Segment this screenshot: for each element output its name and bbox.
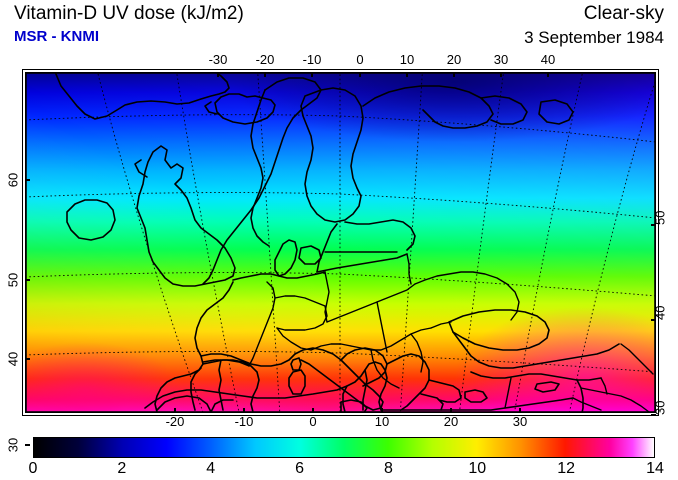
axis-label-top: -30: [208, 52, 228, 67]
colorbar-tick-label: 14: [646, 460, 664, 477]
uv-dose-field: [25, 72, 656, 413]
map-outer-border: [22, 69, 659, 416]
map-country-borders: [202, 251, 654, 413]
axis-tick-right: [651, 414, 656, 416]
axis-label-right: 40: [652, 305, 668, 320]
axis-label-top: 20: [446, 52, 462, 67]
axis-tick-bottom: [174, 408, 176, 413]
axis-tick-bottom: [450, 408, 452, 413]
axis-label-bottom: 0: [309, 414, 317, 429]
axis-label-bottom: -20: [165, 414, 185, 429]
axis-tick-top: [217, 72, 219, 77]
axis-tick-top: [547, 72, 549, 77]
figure-title: Vitamin-D UV dose (kJ/m2): [14, 3, 244, 24]
map-coastlines: [54, 72, 620, 413]
colorbar-tick-label: 4: [206, 460, 216, 477]
colorbar-tick-label: 12: [557, 460, 576, 477]
colorbar-tick-label: 0: [28, 460, 38, 477]
axis-label-bottom: 30: [512, 414, 528, 429]
figure-date-label: 3 September 1984: [524, 28, 664, 47]
axis-label-top: 0: [356, 52, 364, 67]
map-frame: [25, 72, 656, 413]
axis-tick-top: [359, 72, 361, 77]
axis-label-bottom: 20: [443, 414, 459, 429]
axis-tick-bottom: [312, 408, 314, 413]
axis-tick-left: [25, 279, 30, 281]
axis-label-right: 50: [652, 210, 668, 225]
map-graticule: [25, 72, 656, 413]
axis-tick-top: [453, 72, 455, 77]
axis-tick-top: [264, 72, 266, 77]
axis-label-right: 30: [652, 400, 668, 415]
colorbar-gradient: [34, 438, 654, 457]
axis-tick-right: [651, 224, 656, 226]
axis-label-top: 10: [399, 52, 415, 67]
axis-tick-left: [25, 179, 30, 181]
map-panel: [25, 72, 656, 413]
figure-source-label: MSR - KNMI: [14, 28, 99, 45]
axis-tick-left: [25, 358, 30, 360]
axis-label-bottom: -10: [234, 414, 254, 429]
map-canvas: [25, 72, 656, 413]
axis-tick-top: [406, 72, 408, 77]
colorbar-tick-label: 6: [295, 460, 305, 477]
colorbar-tick-label: 8: [383, 460, 393, 477]
axis-label-top: 30: [493, 52, 509, 67]
axis-label-left: 50: [5, 272, 21, 288]
figure-header: Vitamin-D UV dose (kJ/m2) MSR - KNMI Cle…: [0, 0, 678, 58]
axis-label-left: 30: [5, 437, 21, 453]
axis-tick-bottom: [243, 408, 245, 413]
colorbar-tick-label: 2: [117, 460, 127, 477]
colorbar: [33, 437, 655, 458]
axis-tick-bottom: [381, 408, 383, 413]
axis-tick-bottom: [519, 408, 521, 413]
figure-condition-label: Clear-sky: [583, 3, 664, 24]
axis-label-left: 60: [5, 172, 21, 188]
axis-tick-top: [311, 72, 313, 77]
axis-label-left: 40: [5, 351, 21, 367]
colorbar-tick-label: 10: [468, 460, 487, 477]
axis-label-top: -20: [255, 52, 275, 67]
axis-tick-right: [651, 319, 656, 321]
axis-label-bottom: 10: [374, 414, 390, 429]
axis-tick-top: [500, 72, 502, 77]
axis-label-top: -10: [302, 52, 322, 67]
axis-label-top: 40: [540, 52, 556, 67]
axis-tick-left: [25, 444, 30, 446]
